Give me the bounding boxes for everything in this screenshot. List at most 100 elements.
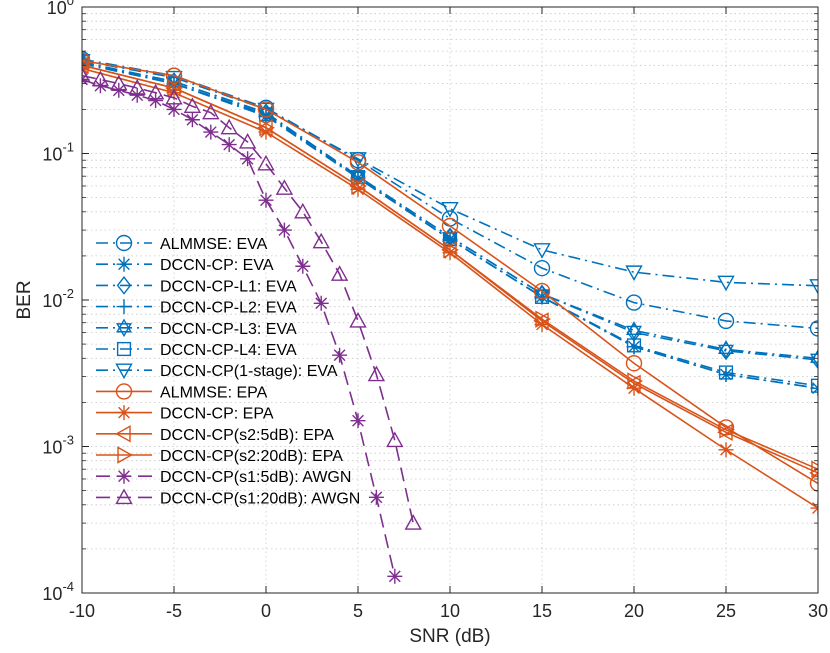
data-point (627, 372, 643, 390)
data-point (295, 258, 311, 274)
data-point (809, 475, 818, 492)
legend-entry: DCCN-CP-L3: EVA (96, 318, 297, 338)
data-point (625, 355, 643, 372)
data-point (625, 325, 643, 340)
data-point (258, 192, 274, 208)
x-tick-label: -5 (166, 601, 182, 621)
data-point (717, 344, 735, 359)
legend-marker (116, 256, 132, 272)
data-point (330, 265, 349, 281)
data-point (810, 380, 818, 396)
plot-area: ALMMSE: EVA DCCN-CP: EVA DCCN-CP-L1: EVA DC… (81, 6, 819, 594)
data-point (110, 74, 128, 91)
data-point (129, 87, 145, 103)
legend-label: DCCN-CP-L3: EVA (160, 321, 297, 338)
data-point (809, 279, 818, 295)
legend-label: DCCN-CP(s1:20dB): AWGN (160, 490, 360, 507)
data-point (294, 202, 312, 219)
data-point (183, 97, 202, 113)
legend-marker (115, 323, 133, 338)
data-point (441, 241, 457, 259)
data-point (165, 88, 183, 105)
legend-label: DCCN-CP(1-stage): EVA (160, 363, 338, 380)
data-point (535, 310, 551, 328)
data-point (349, 154, 367, 171)
legend-label: DCCN-CP: EPA (160, 406, 274, 423)
legend-label: DCCN-CP-L2: EVA (160, 300, 297, 317)
legend-marker (115, 488, 133, 505)
legend-marker (116, 468, 132, 484)
data-point (368, 489, 384, 505)
legend-label: DCCN-CP: EVA (160, 257, 274, 274)
data-point (146, 83, 165, 100)
data-point (810, 378, 818, 393)
data-point (313, 295, 329, 311)
series-line (82, 64, 818, 470)
data-point (442, 245, 458, 261)
legend-entry: DCCN-CP: EPA (96, 405, 274, 423)
legend-entry: DCCN-CP-L2: EVA (96, 299, 297, 317)
series-line (82, 61, 818, 387)
data-point (349, 311, 367, 328)
data-point (220, 118, 238, 135)
x-tick-label: 10 (440, 601, 460, 621)
data-point (717, 340, 735, 355)
legend-entry: DCCN-CP-L4: EVA (96, 341, 297, 359)
series-layer (82, 51, 818, 584)
data-point (809, 320, 818, 337)
data-point (257, 102, 275, 119)
data-point (165, 70, 183, 87)
data-point (349, 177, 365, 195)
x-tick-label: 25 (716, 601, 736, 621)
data-point (350, 413, 366, 429)
legend-entry: DCCN-CP: EVA (96, 256, 274, 274)
data-point (257, 154, 275, 171)
data-point (275, 179, 294, 195)
y-axis-label: BER (14, 280, 35, 319)
legend-marker (116, 405, 132, 421)
data-point (809, 349, 818, 363)
data-point (367, 365, 386, 382)
axis-ticks (81, 6, 819, 594)
legend-marker (115, 363, 133, 380)
legend-entry: ALMMSE: EVA (96, 234, 268, 253)
data-point (82, 56, 89, 74)
data-point (387, 568, 403, 584)
series-line (82, 59, 818, 485)
series-line (82, 59, 818, 287)
data-point (238, 132, 257, 149)
legend-marker (116, 299, 132, 315)
data-point (276, 222, 292, 238)
data-point (350, 181, 366, 197)
legend-entry: DCCN-CP-L1: EVA (96, 276, 297, 295)
data-point (718, 442, 734, 458)
x-tick-label: -10 (69, 601, 95, 621)
data-point (128, 79, 146, 95)
data-point (404, 514, 422, 530)
legend-label: DCCN-CP(s2:5dB): EPA (160, 427, 334, 444)
series-line (82, 74, 414, 524)
data-point (717, 275, 735, 292)
data-point (386, 431, 404, 448)
data-point (111, 82, 127, 98)
legend-marker (115, 383, 133, 400)
data-point (82, 66, 91, 83)
x-tick-label: 15 (532, 601, 552, 621)
legend-entry: DCCN-CP(s1:20dB): AWGN (96, 488, 360, 507)
legend-label: DCCN-CP-L4: EVA (160, 342, 297, 359)
data-point (719, 421, 735, 439)
x-tick-label: 30 (808, 601, 828, 621)
legend-label: DCCN-CP-L1: EVA (160, 278, 297, 295)
data-point (811, 460, 818, 478)
x-tick-labels: -10 -5 0 5 10 15 20 25 30 (69, 601, 828, 621)
data-point (184, 112, 200, 128)
data-point (717, 312, 735, 330)
data-point (625, 265, 643, 282)
series-12 (82, 66, 422, 530)
data-point (257, 119, 273, 137)
legend-marker (116, 341, 132, 357)
data-point (809, 353, 818, 368)
legend-marker (117, 446, 133, 464)
legend-marker (115, 234, 133, 252)
legend-entry: ALMMSE: EPA (96, 383, 268, 401)
